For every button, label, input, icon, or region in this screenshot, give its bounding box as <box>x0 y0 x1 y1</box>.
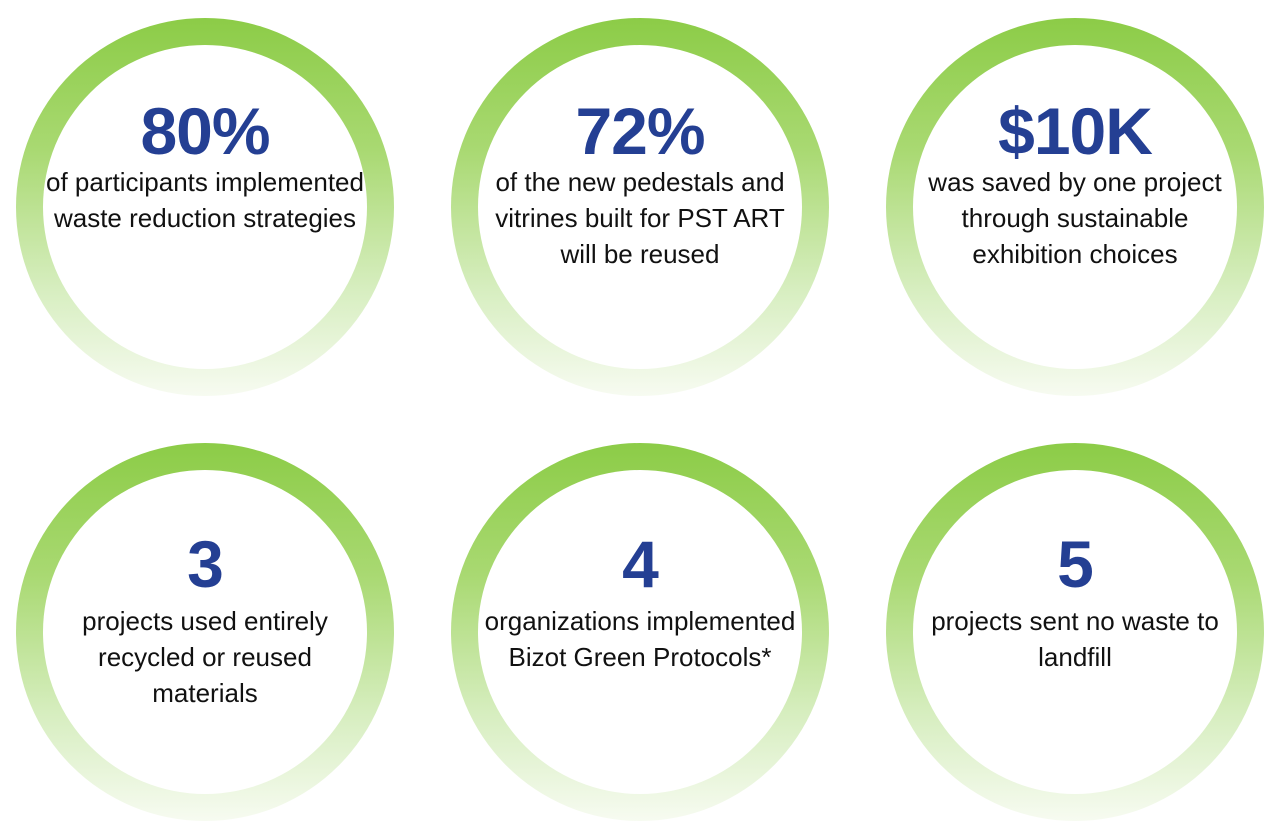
circle-inner <box>913 470 1237 794</box>
circle-inner <box>43 45 367 369</box>
stat-value: 5 <box>1057 527 1094 601</box>
stat-content: 4 organizations implemented Bizot Green … <box>451 531 829 675</box>
stat-circle-participants: 80% of participants implemented waste re… <box>16 18 394 396</box>
stat-label: of the new pedestals and vitrines built … <box>495 167 785 269</box>
stat-value: 72% <box>575 94 705 168</box>
stat-circle-recycled-materials: 3 projects used entirely recycled or reu… <box>16 443 394 821</box>
circle-inner <box>478 45 802 369</box>
circle-inner <box>43 470 367 794</box>
stat-circle-no-landfill: 5 projects sent no waste to landfill <box>886 443 1264 821</box>
stat-label: projects used entirely recycled or reuse… <box>82 606 328 708</box>
stat-value: $10K <box>998 94 1153 168</box>
stat-value: 4 <box>622 527 659 601</box>
stat-content: $10K was saved by one project through su… <box>886 98 1264 272</box>
stat-value: 80% <box>140 94 270 168</box>
stat-content: 3 projects used entirely recycled or reu… <box>16 531 394 711</box>
circle-inner <box>478 470 802 794</box>
stat-label: organizations implemented Bizot Green Pr… <box>484 606 796 672</box>
stat-label: projects sent no waste to landfill <box>931 606 1219 672</box>
stat-content: 5 projects sent no waste to landfill <box>886 531 1264 675</box>
stat-label: of participants implemented waste reduct… <box>46 167 364 233</box>
stat-content: 80% of participants implemented waste re… <box>16 98 394 236</box>
stat-content: 72% of the new pedestals and vitrines bu… <box>451 98 829 272</box>
stat-circle-savings: $10K was saved by one project through su… <box>886 18 1264 396</box>
circle-inner <box>913 45 1237 369</box>
stat-circle-pedestals: 72% of the new pedestals and vitrines bu… <box>451 18 829 396</box>
stat-circle-bizot-protocols: 4 organizations implemented Bizot Green … <box>451 443 829 821</box>
stat-value: 3 <box>187 527 224 601</box>
stat-label: was saved by one project through sustain… <box>928 167 1222 269</box>
